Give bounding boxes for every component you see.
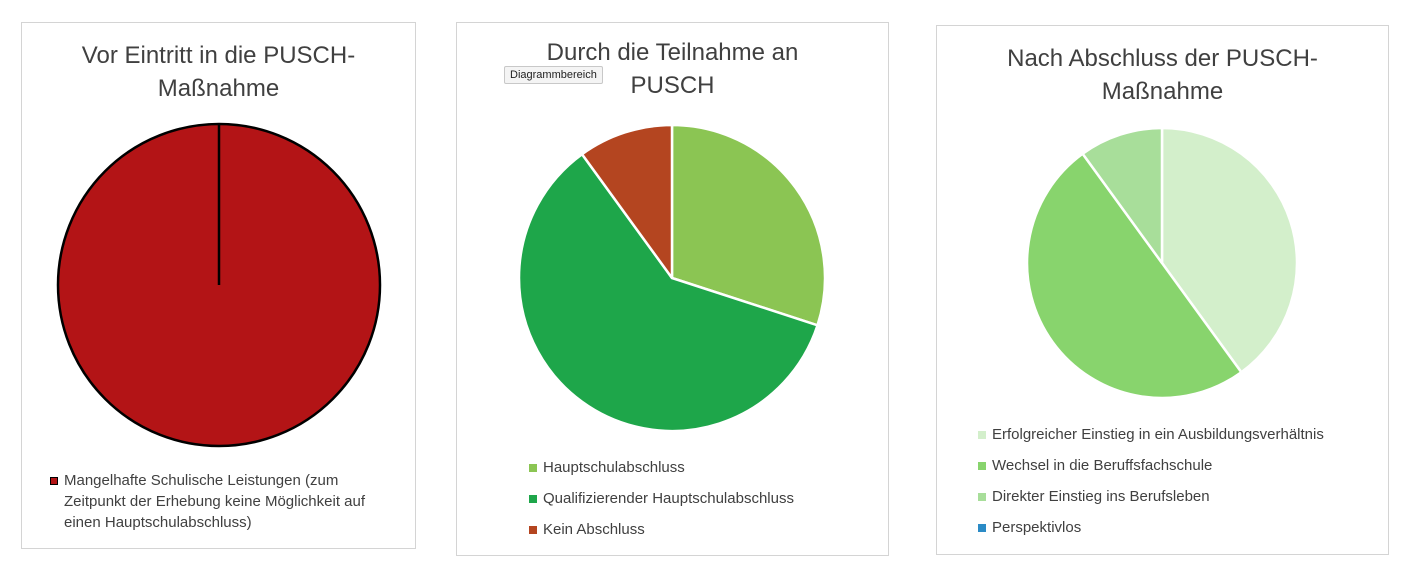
legend-3-swatch-1 — [978, 431, 986, 439]
legend-2-swatch-3 — [529, 526, 537, 534]
legend-2-item-1[interactable]: Hauptschulabschluss — [529, 459, 794, 490]
chart-title-1-line-1: Vor Eintritt in die PUSCH- — [81, 42, 356, 69]
legend-2-label-2: Qualifizierender Hauptschulabschluss — [543, 490, 794, 507]
legend-2-label-1: Hauptschulabschluss — [543, 459, 685, 476]
chart-area-tooltip: Diagrammbereich — [504, 66, 603, 84]
legend-3-swatch-3 — [978, 493, 986, 501]
chart-panel-3[interactable]: Nach Abschluss der PUSCH- Maßnahme Erfol… — [936, 25, 1389, 555]
legend-3-label-4: Perspektivlos — [992, 519, 1082, 536]
legend-3-swatch-4 — [978, 524, 986, 532]
legend-1-label-1: Mangelhafte Schulische Leistungen (zum Z… — [64, 472, 366, 531]
chart-title-3-line-2: Maßnahme — [1101, 78, 1224, 105]
pie-2-slice-1[interactable] — [670, 123, 827, 327]
legend-2-label-3: Kein Abschluss — [543, 521, 645, 538]
chart-title-3-line-1: Nach Abschluss der PUSCH- — [1007, 45, 1318, 72]
legend-3-label-1: Erfolgreicher Einstieg in ein Ausbildung… — [992, 426, 1324, 443]
legend-3-label-2: Wechsel in die Beruffsfachschule — [992, 457, 1213, 474]
chart-title-1: Vor Eintritt in die PUSCH- Maßnahme — [22, 39, 415, 105]
pie-3-slice-3[interactable] — [1081, 126, 1164, 265]
legend-3-swatch-2 — [978, 462, 986, 470]
legend-2-swatch-2 — [529, 495, 537, 503]
legend-1: Mangelhafte Schulische Leistungen (zum Z… — [50, 470, 400, 533]
legend-3-item-2[interactable]: Wechsel in die Beruffsfachschule — [978, 457, 1324, 488]
chart-title-2: Durch die Teilnahme an PUSCH — [457, 36, 888, 102]
chart-panel-2[interactable]: Durch die Teilnahme an PUSCH Hauptschula… — [456, 22, 889, 556]
legend-3: Erfolgreicher Einstieg in ein Ausbildung… — [978, 426, 1324, 550]
legend-3-item-1[interactable]: Erfolgreicher Einstieg in ein Ausbildung… — [978, 426, 1324, 457]
legend-2-item-3[interactable]: Kein Abschluss — [529, 521, 794, 552]
chart-title-2-line-1: Durch die Teilnahme an — [546, 39, 799, 66]
legend-3-item-3[interactable]: Direkter Einstieg ins Berufsleben — [978, 488, 1324, 519]
legend-2: Hauptschulabschluss Qualifizierender Haup… — [529, 459, 794, 552]
pie-2-slice-3[interactable] — [580, 123, 674, 280]
chart-title-1-line-2: Maßnahme — [157, 75, 280, 102]
chart-title-3: Nach Abschluss der PUSCH- Maßnahme — [937, 42, 1388, 108]
pie-2-slice-2[interactable] — [517, 152, 819, 433]
pie-3-slice-1[interactable] — [1160, 126, 1299, 374]
pie-chart-3[interactable] — [937, 26, 1390, 556]
pie-chart-1[interactable] — [22, 23, 417, 550]
pie-3-slice-2[interactable] — [1025, 152, 1243, 400]
chart-panel-1[interactable]: Vor Eintritt in die PUSCH- Maßnahme Mang… — [21, 22, 416, 549]
legend-3-label-3: Direkter Einstieg ins Berufsleben — [992, 488, 1210, 505]
legend-3-item-4[interactable]: Perspektivlos — [978, 519, 1324, 550]
legend-2-swatch-1 — [529, 464, 537, 472]
chart-title-2-line-2: PUSCH — [630, 72, 715, 99]
legend-1-swatch-1 — [50, 477, 58, 485]
legend-1-item-1[interactable]: Mangelhafte Schulische Leistungen (zum Z… — [50, 470, 400, 533]
pie-chart-2[interactable] — [457, 23, 890, 557]
legend-2-item-2[interactable]: Qualifizierender Hauptschulabschluss — [529, 490, 794, 521]
